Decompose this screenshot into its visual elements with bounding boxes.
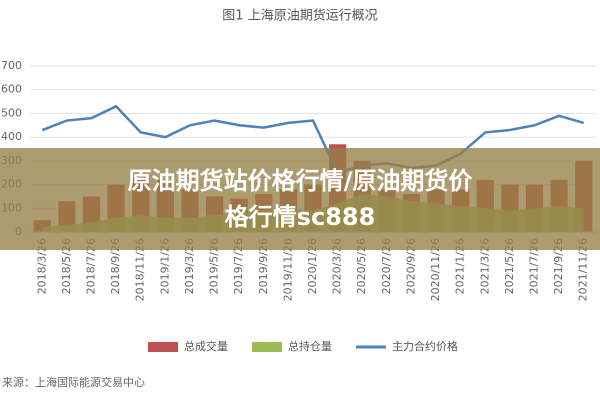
legend-label: 总成交量 (184, 339, 228, 353)
banner-text: 原油期货站价格行情/原油期货价 (128, 167, 474, 195)
x-tick-label: 2019/1/26 (158, 238, 171, 294)
banner-background (0, 148, 600, 250)
x-tick-label: 2019/3/26 (183, 238, 196, 294)
y-tick-label: 500 (1, 106, 22, 119)
legend-swatch (252, 342, 282, 352)
legend-swatch (148, 342, 178, 352)
x-tick-label: 2020/9/26 (404, 238, 417, 294)
y-tick-label: 400 (1, 130, 22, 143)
banner-text: 格行情sc888 (225, 203, 376, 231)
y-tick-label: 700 (1, 59, 22, 72)
x-tick-label: 2018/7/26 (85, 238, 98, 294)
x-tick-label: 2018/3/26 (35, 238, 48, 294)
source-note: 来源：上海国际能源交易中心 (2, 375, 145, 389)
x-tick-label: 2021/9/26 (552, 238, 565, 294)
x-tick-label: 2019/11/26 (281, 238, 294, 301)
x-tick-label: 2021/1/26 (454, 238, 467, 294)
x-tick-label: 2020/5/26 (355, 238, 368, 294)
legend-label: 总持仓量 (288, 339, 332, 353)
x-tick-label: 2018/9/26 (109, 238, 122, 294)
x-tick-label: 2021/5/26 (503, 238, 516, 294)
x-tick-label: 2020/11/26 (429, 238, 442, 301)
x-tick-label: 2019/7/26 (232, 238, 245, 294)
line (41, 104, 585, 175)
x-tick-label: 2020/3/26 (331, 238, 344, 294)
x-tick-label: 2020/7/26 (380, 238, 393, 294)
x-tick-label: 2020/1/26 (306, 238, 319, 294)
y-tick-label: 600 (1, 83, 22, 96)
legend-label: 主力合约价格 (392, 339, 458, 353)
x-tick-label: 2019/9/26 (257, 238, 270, 294)
x-tick-label: 2021/3/26 (478, 238, 491, 294)
x-tick-label: 2018/5/26 (60, 238, 73, 294)
x-tick-label: 2021/11/26 (577, 238, 590, 301)
x-tick-label: 2019/5/26 (208, 238, 221, 294)
x-tick-label: 2021/7/26 (527, 238, 540, 294)
chart-title: 图1 上海原油期货运行概况 (222, 8, 377, 24)
x-tick-label: 2018/11/26 (134, 238, 147, 301)
